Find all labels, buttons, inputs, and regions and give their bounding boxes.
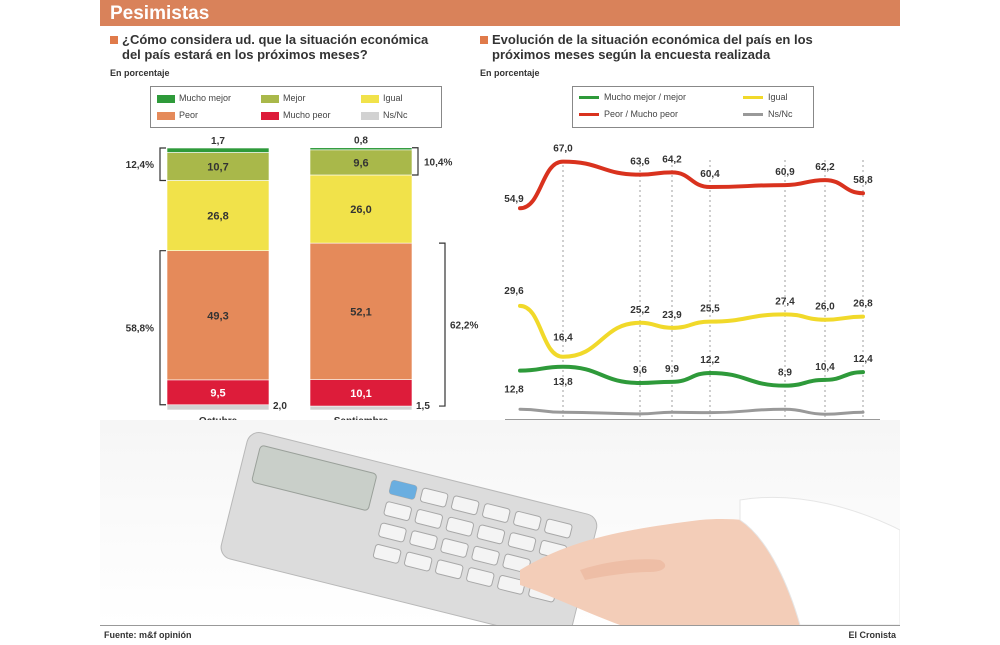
- data-label: 60,4: [700, 169, 720, 180]
- data-label: 67,0: [553, 144, 573, 155]
- series-line: [518, 364, 865, 388]
- line-swatch-icon: [579, 96, 599, 100]
- data-label: 26,0: [350, 204, 371, 216]
- right-subtitle: En porcentaje: [480, 68, 540, 78]
- left-legend: Mucho mejor Mejor Igual Peor Mucho peor …: [150, 86, 442, 128]
- data-label: 0,8: [354, 136, 368, 147]
- swatch-icon: [361, 94, 379, 103]
- banner-title: Pesimistas: [110, 3, 210, 24]
- legend-item: Igual: [743, 92, 788, 102]
- legend-item: Mucho mejor / mejor: [579, 92, 686, 102]
- square-bullet-icon: [480, 36, 488, 44]
- legend-item: Igual: [361, 93, 403, 103]
- data-label: 27,4: [775, 296, 795, 307]
- bar-segment: [309, 149, 413, 176]
- data-label: 16,4: [553, 333, 573, 344]
- data-label: 26,0: [815, 302, 835, 313]
- line-swatch-icon: [743, 96, 763, 100]
- banner: Pesimistas: [100, 0, 900, 26]
- swatch-icon: [157, 111, 175, 120]
- data-label: 26,8: [207, 211, 228, 223]
- data-label: 25,2: [630, 305, 650, 316]
- bracket-label: 62,2%: [450, 321, 478, 332]
- calculator-photo: [100, 420, 901, 642]
- legend-item: Mejor: [261, 93, 306, 103]
- data-label: 10,4: [815, 362, 835, 373]
- bar-segment: [166, 250, 270, 381]
- swatch-icon: [261, 111, 279, 120]
- legend-item: Mucho mejor: [157, 93, 231, 103]
- data-label: 64,2: [662, 154, 682, 165]
- bar-segment: [166, 379, 270, 406]
- line-swatch-icon: [579, 113, 599, 117]
- bar-segment: [166, 152, 270, 181]
- bracket-label: 58,8%: [126, 324, 154, 335]
- data-label: 23,9: [662, 310, 682, 321]
- bar-segment: [166, 404, 270, 411]
- data-label: 62,2: [815, 162, 835, 173]
- bar-segment: [166, 147, 270, 153]
- swatch-icon: [361, 111, 379, 120]
- data-label: 60,9: [775, 167, 795, 178]
- footer: Fuente: m&f opinión El Cronista: [100, 625, 900, 645]
- swatch-icon: [261, 94, 279, 103]
- data-label: 8,9: [778, 368, 792, 379]
- series-line: [518, 303, 865, 359]
- data-label: 9,6: [353, 157, 368, 169]
- data-label: 54,9: [504, 194, 524, 205]
- calculator-illustration-icon: [220, 432, 901, 642]
- data-label: 12,4: [853, 354, 873, 365]
- data-label: 29,6: [504, 286, 524, 297]
- data-label: 1,5: [416, 401, 430, 412]
- left-title: ¿Cómo considera ud. que la situación eco…: [110, 32, 428, 62]
- data-label: 2,0: [273, 401, 287, 412]
- data-label: 1,7: [211, 136, 225, 147]
- bar-segment: [309, 147, 413, 151]
- bar-segment: [309, 405, 413, 411]
- data-label: 9,9: [665, 364, 679, 375]
- series-line: [518, 407, 865, 416]
- right-legend: Mucho mejor / mejor Igual Peor / Mucho p…: [572, 86, 814, 128]
- left-subtitle: En porcentaje: [110, 68, 170, 78]
- data-label: 9,6: [633, 365, 647, 376]
- bracket-oct-bottom: [159, 250, 166, 406]
- brand-text: El Cronista: [848, 630, 896, 640]
- data-label: 63,6: [630, 157, 650, 168]
- data-label: 12,8: [504, 385, 524, 396]
- swatch-icon: [157, 94, 175, 103]
- legend-item: Mucho peor: [261, 110, 331, 120]
- data-label: 12,2: [700, 355, 720, 366]
- line-swatch-icon: [743, 113, 763, 117]
- bracket-sep-bottom: [439, 242, 446, 407]
- bar-segment: [309, 242, 413, 380]
- legend-item: Ns/Nc: [743, 109, 793, 119]
- bracket-label: 10,4%: [424, 157, 452, 168]
- legend-item: Peor: [157, 110, 198, 120]
- data-label: 10,1: [350, 388, 371, 400]
- bracket-oct-top: [159, 147, 166, 182]
- data-label: 10,7: [207, 161, 228, 173]
- series-line: [518, 159, 865, 211]
- line-chart: Ene.Mar.May.Jul.Sep.54,967,063,664,260,4…: [499, 144, 880, 439]
- data-label: 26,8: [853, 299, 873, 310]
- data-label: 58,8: [853, 175, 873, 186]
- legend-item: Ns/Nc: [361, 110, 408, 120]
- stacked-bar-chart: 2,09,549,326,810,71,7Octubre20141,510,15…: [126, 136, 479, 438]
- legend-item: Peor / Mucho peor: [579, 109, 678, 119]
- data-label: 49,3: [207, 310, 228, 322]
- source-text: Fuente: m&f opinión: [104, 630, 192, 640]
- data-label: 25,5: [700, 304, 720, 315]
- right-title: Evolución de la situación económica del …: [480, 32, 813, 62]
- data-label: 13,8: [553, 377, 573, 388]
- bracket-label: 12,4%: [126, 160, 154, 171]
- square-bullet-icon: [110, 36, 118, 44]
- bracket-sep-top: [412, 147, 419, 176]
- data-label: 9,5: [210, 387, 225, 399]
- data-label: 52,1: [350, 306, 371, 318]
